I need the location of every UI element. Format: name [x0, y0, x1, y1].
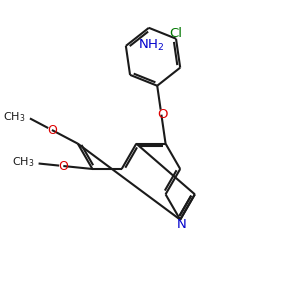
- Text: CH$_3$: CH$_3$: [3, 110, 26, 124]
- Text: N: N: [177, 218, 187, 231]
- Text: O: O: [58, 160, 68, 172]
- Text: O: O: [158, 108, 168, 121]
- Text: NH$_2$: NH$_2$: [138, 38, 165, 53]
- Text: Cl: Cl: [169, 27, 182, 40]
- Text: CH$_3$: CH$_3$: [12, 155, 34, 169]
- Text: O: O: [47, 124, 57, 136]
